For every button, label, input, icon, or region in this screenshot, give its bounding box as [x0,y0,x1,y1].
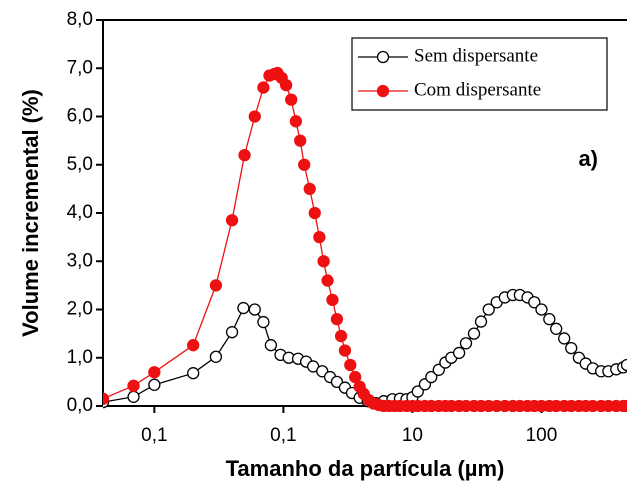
y-tick-label: 2,0 [67,299,93,320]
y-tick-label: 6,0 [67,106,93,127]
data-point [187,367,200,380]
x-tick-label: 100 [526,425,558,446]
legend-label: Sem dispersante [414,45,538,66]
data-point [298,158,311,171]
y-tick-label: 7,0 [67,57,93,78]
legend-marker [376,50,390,64]
data-point [334,329,348,343]
data-point [326,293,339,307]
data-point [550,322,563,335]
data-point [257,315,270,329]
data-point [238,148,251,162]
x-tick-label: 10 [402,425,423,446]
legend-box [351,37,608,111]
data-point [279,78,293,92]
data-point [209,279,223,292]
data-point [344,358,357,372]
y-tick-label: 4,0 [67,202,93,223]
data-point [225,326,239,339]
x-tick-label: 0,1 [270,425,296,446]
data-point [620,358,627,372]
data-point [425,370,438,384]
data-point [225,214,239,227]
data-point [330,312,344,326]
data-point [459,337,473,350]
data-point [294,134,307,147]
data-point [411,385,424,398]
y-tick-label: 8,0 [67,9,93,30]
data-point [565,341,578,355]
data-point [543,312,556,326]
data-point [187,339,200,352]
data-point [285,93,298,106]
y-tick-label: 0,0 [67,395,93,416]
data-point [148,378,161,391]
data-point [467,327,481,340]
data-point [103,392,110,405]
x-tick-label: 0,1 [141,425,167,446]
data-point [148,366,161,379]
data-point [127,390,140,403]
data-point [317,255,330,268]
y-axis-label: Volume incremental (%) [18,89,43,337]
data-point [308,206,321,220]
annotation: a) [578,146,598,171]
y-tick-label: 5,0 [67,154,93,175]
series-line [103,72,627,407]
data-point [482,303,495,316]
data-point [474,315,488,328]
data-point [528,296,541,309]
data-point [237,301,250,315]
legend-label: Com dispersante [414,79,541,100]
data-point [248,303,261,316]
data-point [127,379,140,392]
data-point [620,399,627,412]
data-point [452,346,466,360]
data-point [248,110,261,123]
data-point [313,230,326,244]
legend-marker [376,84,390,98]
data-point [321,274,334,287]
data-point [289,115,303,128]
x-axis-label: Tamanho da partícula (µm) [226,456,505,481]
data-point [535,303,548,316]
data-point [558,332,571,345]
data-point [257,81,270,94]
data-point [264,339,278,352]
data-point [303,182,316,196]
plot-area [103,66,627,412]
y-tick-label: 1,0 [67,347,93,368]
data-point [209,350,223,363]
y-tick-label: 3,0 [67,250,93,271]
data-point [338,344,352,357]
